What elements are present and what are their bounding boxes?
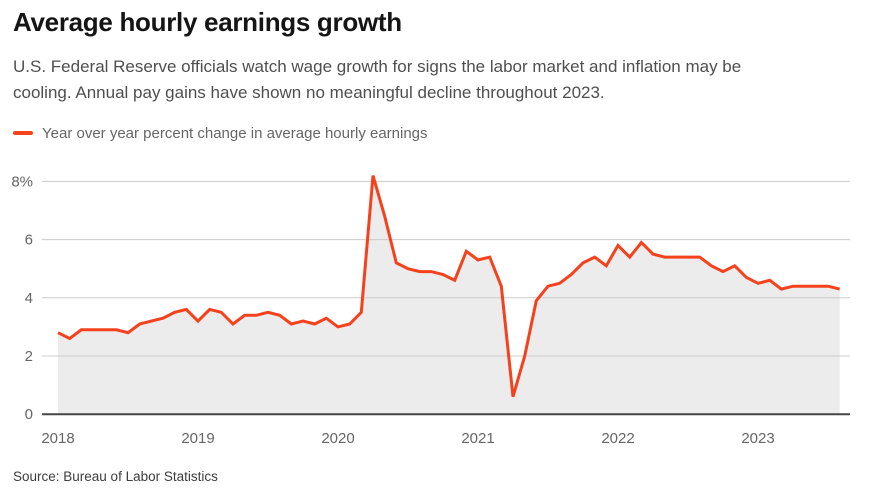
source-note: Source: Bureau of Labor Statistics (13, 469, 218, 484)
area-fill (58, 175, 840, 415)
y-axis-tick-label: 6 (25, 232, 33, 249)
y-axis-tick-label: 0 (25, 406, 33, 423)
x-axis-tick-label: 2023 (741, 430, 774, 447)
legend-line-swatch (13, 131, 33, 135)
y-axis-tick-label: 2 (25, 348, 33, 365)
page-title: Average hourly earnings growth (13, 7, 402, 37)
x-axis-tick-label: 2019 (181, 430, 214, 447)
x-axis-tick-label: 2020 (321, 430, 354, 447)
subtitle-line-2: cooling. Annual pay gains have shown no … (13, 82, 605, 102)
earnings-line (57, 175, 841, 398)
y-axis-tick-label: 4 (25, 290, 33, 307)
chart-subtitle: U.S. Federal Reserve officials watch wag… (13, 54, 833, 105)
x-axis-tick-label: 2022 (601, 430, 634, 447)
chart-legend: Year over year percent change in average… (13, 124, 428, 142)
x-axis-tick-label: 2018 (41, 430, 74, 447)
y-axis-tick-label: 8% (11, 173, 33, 190)
subtitle-line-1: U.S. Federal Reserve officials watch wag… (13, 57, 742, 76)
legend-label: Year over year percent change in average… (42, 124, 428, 142)
x-axis-tick-label: 2021 (461, 430, 494, 447)
